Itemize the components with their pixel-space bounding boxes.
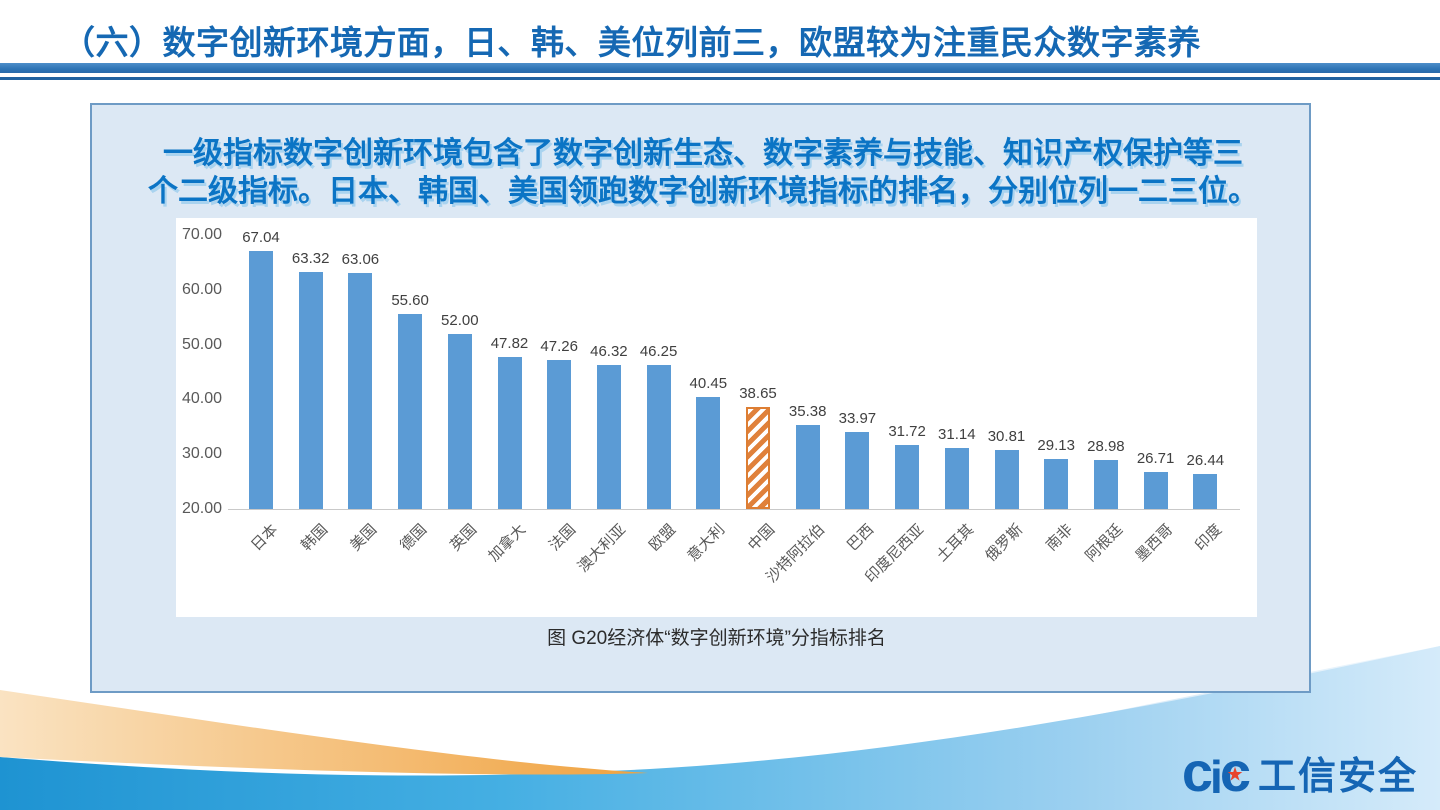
chart-bar xyxy=(1044,458,1069,509)
cic-logo: c i c ★ 工信安全 xyxy=(1181,740,1418,803)
chart-bar xyxy=(1143,472,1168,509)
bar-value-label: 30.81 xyxy=(987,427,1026,445)
y-axis-tick: 20.00 xyxy=(181,500,222,517)
chart-bar xyxy=(547,359,572,509)
bar-value-label: 46.25 xyxy=(639,343,678,361)
y-axis-tick: 30.00 xyxy=(181,445,222,463)
chart-bar xyxy=(497,356,522,509)
x-axis-label: 法国 xyxy=(546,521,580,555)
x-axis-label: 韩国 xyxy=(297,521,331,555)
slide-title: （六）数字创新环境方面，日、韩、美位列前三，欧盟较为注重民众数字素养 xyxy=(62,24,1201,61)
bar-value-label: 40.45 xyxy=(689,374,728,392)
intro-line-2: 个二级指标。日本、韩国、美国领跑数字创新环境指标的排名，分别位列一二三位。 xyxy=(148,175,1258,208)
x-axis-label: 德国 xyxy=(397,521,431,555)
x-axis-label: 巴西 xyxy=(844,521,878,555)
bar-value-label: 46.32 xyxy=(590,342,628,360)
bar-value-label: 26.44 xyxy=(1186,451,1225,469)
x-axis-label: 加拿大 xyxy=(485,521,530,565)
x-axis-label: 中国 xyxy=(744,521,779,555)
header-rule-thin xyxy=(0,77,1440,80)
y-axis-tick: 60.00 xyxy=(181,280,222,298)
chart-bar xyxy=(795,424,820,509)
x-axis-label: 南非 xyxy=(1043,521,1077,555)
chart-bar xyxy=(994,449,1019,509)
logo-company-name: 工信安全 xyxy=(1257,755,1418,798)
chart-bar xyxy=(1193,473,1218,509)
chart-bar xyxy=(249,251,273,509)
bar-value-label: 35.38 xyxy=(788,402,827,420)
bar-value-label: 47.82 xyxy=(490,334,529,352)
chart-bar xyxy=(596,364,621,509)
deco-blue-swoosh xyxy=(0,646,1440,810)
bar-value-label: 47.26 xyxy=(540,337,578,355)
logo-star-icon: ★ xyxy=(1226,764,1244,786)
chart-bar xyxy=(845,432,870,509)
bar-value-label: 52.00 xyxy=(441,311,479,329)
bar-value-label: 38.65 xyxy=(739,384,777,402)
x-axis-label: 阿根廷 xyxy=(1082,521,1127,565)
chart-bar xyxy=(298,271,323,509)
y-axis-tick: 40.00 xyxy=(181,390,222,408)
bar-value-label: 33.97 xyxy=(838,410,877,428)
x-axis-label: 欧盟 xyxy=(645,521,679,555)
x-axis-label: 俄罗斯 xyxy=(982,521,1027,565)
x-axis-label: 澳大利亚 xyxy=(574,521,630,576)
chart-bar xyxy=(895,444,920,509)
chart-bar xyxy=(646,365,671,509)
chart-bar xyxy=(1093,459,1118,509)
logo-letter-i: i xyxy=(1210,751,1223,803)
header-rule-thick xyxy=(0,63,1440,73)
x-axis-label: 意大利 xyxy=(684,521,729,565)
bar-value-label: 55.60 xyxy=(391,291,429,309)
bar-value-label: 26.71 xyxy=(1136,450,1175,468)
chart-bar xyxy=(944,447,969,509)
deco-orange-swoosh xyxy=(0,690,648,775)
bar-value-label: 63.06 xyxy=(341,251,380,269)
logo-letter-c2: c ★ xyxy=(1219,740,1251,803)
cic-logo-letters: c i c ★ xyxy=(1181,740,1251,803)
bar-value-label: 31.72 xyxy=(888,422,926,440)
x-axis-label: 美国 xyxy=(347,521,381,555)
bar-value-label: 63.32 xyxy=(291,249,330,267)
bar-value-label: 28.98 xyxy=(1087,437,1125,455)
y-axis-tick: 50.00 xyxy=(181,335,222,353)
bar-value-label: 67.04 xyxy=(242,229,280,247)
bar-value-label: 31.14 xyxy=(938,425,976,443)
chart-bar-highlight xyxy=(746,406,770,509)
intro-text: 一级指标数字创新环境包含了数字创新生态、数字素养与技能、知识产权保护等三 个二级… xyxy=(118,135,1288,211)
bottom-decoration xyxy=(0,646,1440,810)
chart-panel: 70.00 60.00 50.00 40.00 30.00 20.00 67.04 日本 63.… xyxy=(176,218,1257,617)
chart-caption: 图 G20经济体“数字创新环境”分指标排名 xyxy=(547,628,886,649)
x-axis-label: 墨西哥 xyxy=(1131,521,1176,565)
x-axis-label: 日本 xyxy=(247,521,282,555)
chart-bar xyxy=(398,313,423,509)
chart-bar xyxy=(348,273,373,509)
x-axis-label: 土耳其 xyxy=(933,521,977,565)
y-axis-tick: 70.00 xyxy=(181,226,222,243)
x-axis-label: 印度 xyxy=(1192,521,1226,555)
chart-bar xyxy=(696,396,721,509)
x-axis-line xyxy=(228,509,1240,510)
x-axis-label: 英国 xyxy=(446,521,480,555)
intro-line-1: 一级指标数字创新环境包含了数字创新生态、数字素养与技能、知识产权保护等三 xyxy=(163,137,1243,170)
bar-value-label: 29.13 xyxy=(1037,436,1075,454)
chart-bar xyxy=(447,333,472,509)
logo-letter-c1: c xyxy=(1181,740,1213,803)
